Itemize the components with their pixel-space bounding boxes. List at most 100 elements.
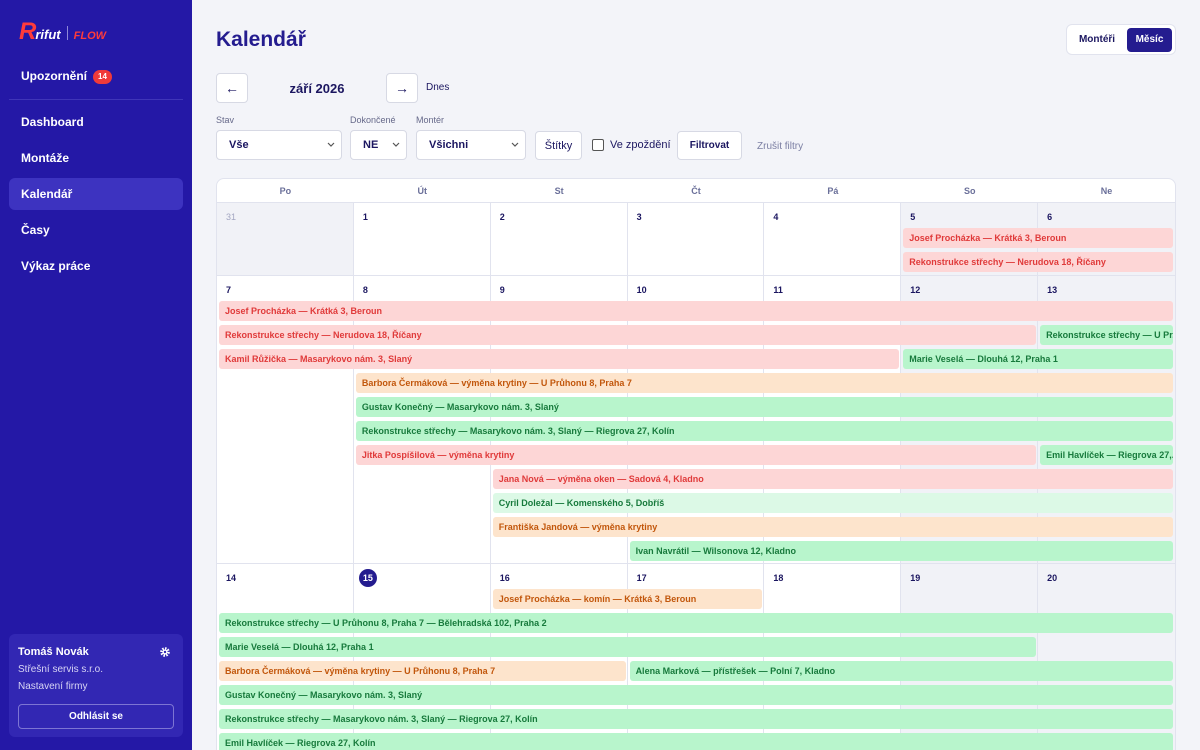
event[interactable]: Alena Marková — přístřešek — Polní 7, Kl… [629, 661, 1173, 681]
status-select[interactable]: Vše [216, 130, 342, 160]
day-cell[interactable] [1038, 276, 1175, 564]
event[interactable]: Františka Jandová — výměna krytiny [492, 517, 1173, 537]
event[interactable]: Ivan Navrátil — Wilsonova 12, Kladno [629, 541, 1173, 561]
event[interactable]: Emil Havlíček — Riegrova 27,... [1040, 445, 1173, 465]
late-checkbox[interactable] [592, 139, 604, 151]
event[interactable]: Marie Veselá — Dlouhá 12, Praha 1 [903, 349, 1173, 369]
logo-separator [66, 26, 68, 40]
weekday-label: Pá [827, 186, 839, 196]
user-company: Střešní servis s.r.o. [18, 664, 104, 675]
view-toggle: Montéři Měsíc [1066, 24, 1176, 55]
worker-select[interactable]: Všichni [416, 130, 526, 160]
weekday-label: Út [417, 186, 428, 196]
day-cell[interactable] [627, 276, 765, 564]
apply-button[interactable]: Filtrovat [677, 131, 742, 160]
toggle-month[interactable]: Měsíc [1127, 28, 1172, 52]
day-cell[interactable] [901, 276, 1039, 564]
day-number: 19 [910, 573, 921, 583]
late-label[interactable]: Ve zpoždění [610, 139, 671, 151]
month-label: září 2026 [289, 81, 345, 96]
notifications[interactable]: Upozornění 14 [9, 60, 183, 92]
notifications-badge: 14 [93, 70, 112, 84]
chevron [327, 142, 335, 147]
day-number: 17 [636, 573, 647, 583]
tags-button[interactable]: Štítky [535, 131, 582, 160]
event[interactable]: Jana Nová — výměna oken — Sadová 4, Klad… [492, 469, 1173, 489]
logo-mark: R [19, 18, 37, 45]
event[interactable]: Barbora Čermáková — výměna krytiny — U P… [355, 373, 1173, 393]
next-button[interactable]: → [386, 73, 418, 103]
day-cell[interactable] [217, 276, 354, 564]
weekday-label: Ne [1100, 186, 1113, 196]
filter-label: Stav [216, 115, 235, 125]
settings-icon[interactable] [159, 646, 171, 658]
calendar: Po Út St Čt Pá So Ne 31 1 2 3 4 5 6 Josef Procházka — … [216, 178, 1176, 750]
day-cell[interactable] [764, 276, 902, 564]
event[interactable]: Rekonstrukce střechy — U Pr... [1040, 325, 1173, 345]
event[interactable]: Emil Havlíček — Riegrova 27, Kolín [219, 733, 1173, 750]
day-number: 3 [636, 212, 642, 222]
header-border [217, 202, 1175, 203]
day-number: 6 [1047, 212, 1053, 222]
event[interactable]: Cyril Doležal — Komenského 5, Dobříš [492, 493, 1173, 513]
select-value: NE [363, 139, 379, 151]
event[interactable]: Rekonstrukce střechy — U Průhonu 8, Prah… [219, 613, 1173, 633]
company-settings[interactable]: Nastavení firmy [18, 681, 88, 692]
day-cell[interactable] [764, 203, 902, 276]
nav-item[interactable]: Kalendář [9, 178, 183, 210]
nav-item[interactable]: Dashboard [21, 115, 84, 129]
weekday-label: St [554, 186, 564, 196]
completed-select[interactable]: NE [350, 130, 407, 160]
day-number: 2 [499, 212, 505, 222]
event[interactable]: Rekonstrukce střechy — Nerudova 18, Říča… [903, 252, 1173, 272]
event[interactable]: Gustav Konečný — Masarykovo nám. 3, Slan… [355, 397, 1173, 417]
filter-label: Dokončené [350, 115, 396, 125]
event[interactable]: Rekonstrukce střechy — Masarykovo nám. 3… [355, 421, 1173, 441]
divider [9, 99, 183, 100]
day-number: 8 [362, 285, 368, 295]
day-number: 11 [773, 285, 783, 295]
event[interactable]: Jitka Pospíšilová — výměna krytiny [355, 445, 1037, 465]
select-value: Vše [229, 139, 249, 151]
event[interactable]: Josef Procházka — komín — Krátká 3, Bero… [492, 589, 763, 609]
sidebar: Rrifut FLOW Upozornění 14 Tomáš Novák Stře… [0, 0, 192, 750]
nav-item[interactable]: Výkaz práce [21, 259, 91, 273]
user-name: Tomáš Novák [18, 646, 89, 658]
logo-name: rifut [35, 27, 61, 42]
event[interactable]: Josef Procházka — Krátká 3, Beroun [219, 301, 1173, 321]
day-number: 7 [226, 285, 232, 295]
weekday-label: Čt [691, 186, 701, 196]
nav-item[interactable]: Časy [21, 223, 50, 237]
today-link[interactable]: Dnes [426, 82, 450, 93]
nav-item[interactable]: Montáže [21, 151, 69, 165]
day-number: 20 [1047, 573, 1058, 583]
day-number: 14 [226, 573, 237, 583]
toggle-workers[interactable]: Montéři [1078, 34, 1116, 45]
prev-button[interactable]: ← [216, 73, 248, 103]
day-cell[interactable] [217, 203, 354, 276]
day-cell[interactable] [627, 203, 765, 276]
event[interactable]: Rekonstrukce střechy — Nerudova 18, Říča… [219, 325, 1037, 345]
logo[interactable]: Rrifut FLOW [19, 18, 106, 46]
user-card: Tomáš Novák Střešní servis s.r.o. Nastav… [9, 634, 183, 737]
day-number: 12 [910, 285, 921, 295]
event[interactable]: Josef Procházka — Krátká 3, Beroun [903, 228, 1173, 248]
weekday-label: So [963, 186, 976, 196]
clear-filters[interactable]: Zrušit filtry [757, 141, 804, 152]
day-cell[interactable] [490, 203, 628, 276]
weekday-label: Po [279, 186, 292, 196]
event[interactable]: Rekonstrukce střechy — Masarykovo nám. 3… [219, 709, 1173, 729]
event[interactable]: Gustav Konečný — Masarykovo nám. 3, Slan… [219, 685, 1173, 705]
logout-button[interactable]: Odhlásit se [18, 704, 174, 729]
day-cell[interactable] [490, 276, 628, 564]
event[interactable]: Marie Veselá — Dlouhá 12, Praha 1 [219, 637, 1037, 657]
day-cell[interactable] [353, 203, 491, 276]
day-cell[interactable] [353, 276, 491, 564]
filter-label: Montér [416, 115, 445, 125]
day-number: 18 [773, 573, 784, 583]
event[interactable]: Barbora Čermáková — výměna krytiny — U P… [219, 661, 626, 681]
notifications-label: Upozornění [21, 69, 87, 83]
day-number: 10 [636, 285, 647, 295]
event[interactable]: Kamil Růžička — Masarykovo nám. 3, Slaný [219, 349, 900, 369]
